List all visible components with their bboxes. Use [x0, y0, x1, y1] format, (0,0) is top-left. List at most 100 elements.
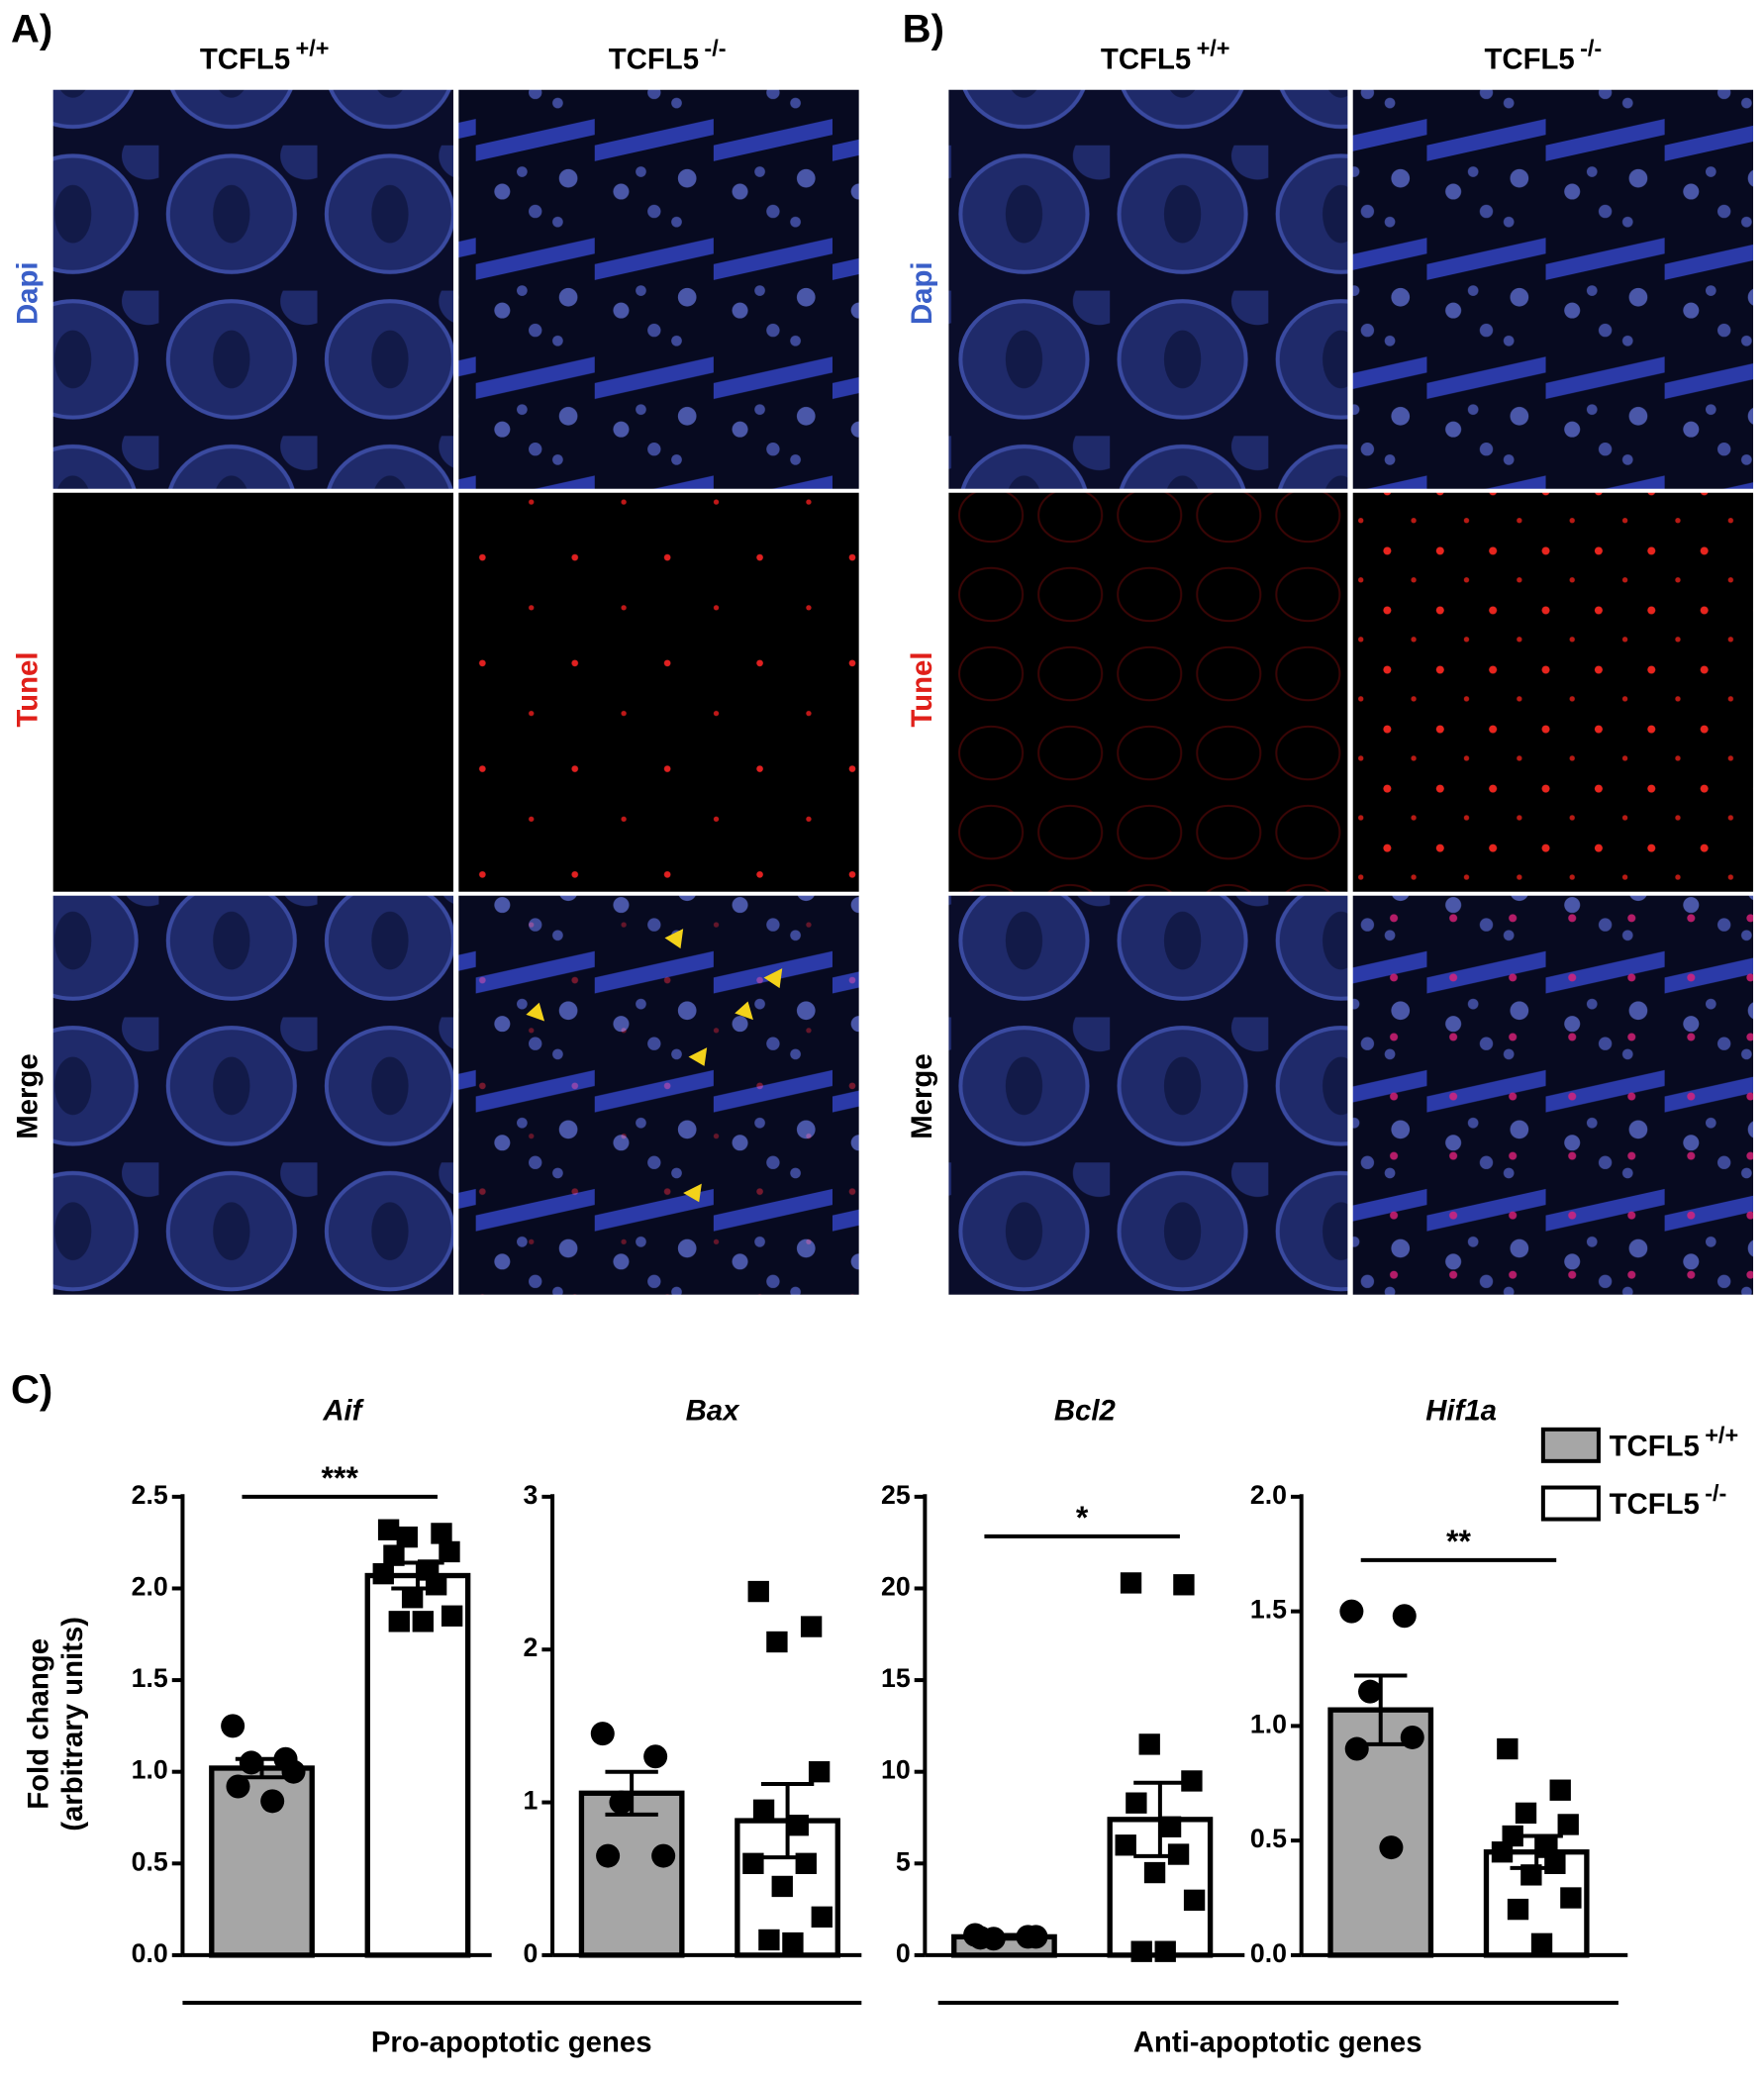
- data-point: [1557, 1814, 1579, 1835]
- legend-swatch: [1540, 1485, 1601, 1522]
- data-point: [383, 1544, 405, 1566]
- panel-label: A): [11, 8, 52, 51]
- data-point: [1520, 1864, 1542, 1886]
- y-tick-label: 1.5: [132, 1663, 168, 1693]
- data-point: [590, 1722, 615, 1746]
- row-label: Dapi: [12, 261, 45, 325]
- data-point: [1549, 1779, 1571, 1801]
- data-point: [771, 1875, 793, 1898]
- column-header: TCFL5 +/+: [200, 35, 330, 75]
- column-header: TCFL5 +/+: [1101, 35, 1230, 75]
- data-point: [1392, 1604, 1417, 1629]
- y-tick-label: 0.5: [1250, 1824, 1287, 1853]
- data-point: [643, 1744, 668, 1769]
- y-tick-label: 0: [896, 1938, 911, 1968]
- significance: ***: [322, 1460, 359, 1496]
- data-point: [439, 1540, 460, 1563]
- column-header: TCFL5 -/-: [609, 35, 727, 75]
- y-tick-label: 5: [896, 1846, 911, 1876]
- data-point: [1024, 1925, 1048, 1949]
- data-point: [1344, 1736, 1369, 1761]
- y-tick-label: 15: [881, 1663, 911, 1693]
- legend-swatch: [1540, 1427, 1601, 1463]
- group-label: Pro-apoptotic genes: [371, 2026, 652, 2058]
- data-point: [1138, 1733, 1160, 1755]
- row-label: Tunel: [12, 652, 45, 728]
- y-tick-label: 0.0: [1250, 1938, 1287, 1968]
- data-point: [1379, 1835, 1404, 1860]
- data-point: [752, 1799, 775, 1821]
- data-point: [1115, 1834, 1136, 1856]
- y-tick-label: 25: [881, 1480, 911, 1510]
- data-point: [1159, 1816, 1182, 1837]
- image-panel: [948, 895, 1348, 1295]
- data-point: [808, 1761, 831, 1783]
- arrowheads: [526, 929, 783, 1203]
- micrographs: [52, 89, 1754, 1295]
- data-point: [1515, 1802, 1537, 1825]
- image-panel: [52, 895, 453, 1295]
- data-point: [425, 1574, 447, 1596]
- y-tick-label: 2.5: [132, 1480, 168, 1510]
- data-point: [782, 1931, 804, 1954]
- data-point: [758, 1929, 780, 1951]
- data-point: [388, 1611, 410, 1633]
- data-point: [372, 1562, 394, 1585]
- data-point: [800, 1616, 823, 1637]
- chart-title: Bcl2: [1054, 1394, 1117, 1427]
- group-label: Anti-apoptotic genes: [1133, 2026, 1422, 2058]
- data-point: [1530, 1932, 1553, 1955]
- significance: *: [1076, 1500, 1089, 1535]
- data-point: [1400, 1725, 1424, 1749]
- data-point: [1173, 1574, 1195, 1596]
- data-point: [239, 1750, 263, 1775]
- data-point: [260, 1789, 285, 1814]
- data-point: [281, 1759, 306, 1784]
- image-panel: [458, 89, 859, 489]
- y-tick-label: 10: [881, 1755, 911, 1785]
- column-header: TCFL5 -/-: [1484, 35, 1602, 75]
- data-point: [1507, 1898, 1529, 1921]
- data-point: [1130, 1940, 1152, 1962]
- data-point: [1544, 1852, 1566, 1874]
- image-panel: [948, 89, 1348, 489]
- chart-title: Hif1a: [1425, 1394, 1497, 1427]
- bar: [578, 1790, 685, 1958]
- bar: [364, 1572, 471, 1958]
- data-point: [377, 1519, 400, 1540]
- data-point: [742, 1852, 764, 1874]
- y-tick-label: 2.0: [1250, 1480, 1287, 1510]
- data-point: [1497, 1737, 1519, 1760]
- y-tick-label: 1.0: [132, 1755, 168, 1785]
- row-label: Dapi: [906, 261, 938, 325]
- data-point: [401, 1587, 424, 1609]
- data-point: [968, 1926, 993, 1950]
- data-point: [1120, 1572, 1142, 1594]
- y-tick-label: 1: [524, 1786, 539, 1816]
- image-overlay: [1352, 895, 1754, 1295]
- data-point: [226, 1774, 250, 1799]
- data-point: [1126, 1792, 1147, 1814]
- y-axis-label: (arbitrary units): [56, 1617, 89, 1832]
- data-point: [766, 1631, 788, 1653]
- image-panel: [458, 492, 859, 892]
- y-tick-label: 0: [524, 1938, 539, 1968]
- image-panel: [1352, 492, 1754, 892]
- chart-title: Aif: [322, 1394, 364, 1427]
- data-point: [396, 1526, 418, 1548]
- y-tick-label: 0.0: [132, 1938, 168, 1968]
- y-axis-label: Fold change: [22, 1638, 54, 1810]
- data-point: [412, 1611, 434, 1633]
- y-tick-label: 2.0: [132, 1572, 168, 1602]
- data-point: [1339, 1599, 1364, 1624]
- y-tick-label: 1.0: [1250, 1709, 1287, 1738]
- data-point: [221, 1714, 245, 1738]
- y-tick-label: 2: [524, 1633, 539, 1662]
- data-point: [747, 1580, 769, 1603]
- data-point: [1502, 1825, 1523, 1847]
- data-point: [1167, 1843, 1190, 1865]
- data-point: [1560, 1887, 1582, 1909]
- chart-title: Bax: [686, 1394, 741, 1427]
- data-point: [1154, 1940, 1176, 1962]
- data-point: [1181, 1770, 1203, 1792]
